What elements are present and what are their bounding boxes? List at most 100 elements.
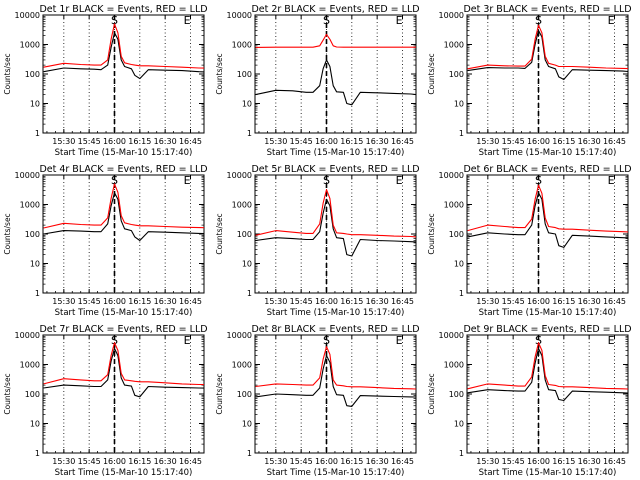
x-tick-label: 16:15 bbox=[552, 137, 575, 146]
y-tick-label: 10 bbox=[242, 260, 252, 269]
series-lld-line bbox=[467, 342, 629, 390]
x-tick-label: 15:30 bbox=[264, 457, 287, 466]
plot-frame bbox=[466, 334, 629, 454]
marker-label-s: S bbox=[535, 14, 542, 27]
y-tick-label: 100 bbox=[25, 230, 40, 239]
plot-frame bbox=[42, 14, 205, 134]
x-tick-label: 15:30 bbox=[52, 457, 75, 466]
panel-title: Det 5r BLACK = Events, RED = LLD bbox=[251, 164, 419, 175]
panel-4: Det 4r BLACK = Events, RED = LLD 15:30 15:… bbox=[3, 164, 208, 318]
series-events-line bbox=[255, 198, 417, 257]
x-tick-label: 16:00 bbox=[527, 457, 550, 466]
y-tick-label: 1000 bbox=[232, 41, 252, 50]
y-tick-label: 10 bbox=[242, 420, 252, 429]
series-events-line bbox=[43, 32, 205, 80]
x-tick-label: 16:30 bbox=[366, 457, 389, 466]
panel-title: Det 7r BLACK = Events, RED = LLD bbox=[39, 324, 207, 335]
panel-title: Det 1r BLACK = Events, RED = LLD bbox=[39, 4, 207, 15]
y-tick-label: 10000 bbox=[227, 11, 252, 20]
x-tick-label: 16:15 bbox=[340, 457, 363, 466]
y-tick-label: 10 bbox=[30, 260, 40, 269]
y-tick-label: 1 bbox=[459, 129, 464, 138]
x-axis-label: Start Time (15-Mar-10 15:17:40) bbox=[479, 308, 617, 318]
marker-label-e: E bbox=[184, 14, 191, 27]
panel-6: Det 6r BLACK = Events, RED = LLD 15:30 15:… bbox=[427, 164, 632, 318]
series-events-line bbox=[255, 59, 417, 106]
y-tick-label: 10 bbox=[454, 420, 464, 429]
x-tick-label: 16:00 bbox=[103, 297, 126, 306]
series-lld-line bbox=[43, 342, 205, 386]
panel-title: Det 8r BLACK = Events, RED = LLD bbox=[251, 324, 419, 335]
x-tick-label: 15:30 bbox=[476, 137, 499, 146]
x-tick-label: 16:15 bbox=[552, 457, 575, 466]
panel-1: Det 1r BLACK = Events, RED = LLD 15:30 15:… bbox=[3, 4, 208, 158]
marker-label-s: S bbox=[323, 334, 330, 347]
plot-frame bbox=[466, 174, 629, 294]
marker-label-e: E bbox=[608, 174, 615, 187]
series-events-line bbox=[43, 347, 205, 398]
y-tick-label: 100 bbox=[25, 390, 40, 399]
x-tick-label: 16:15 bbox=[128, 137, 151, 146]
y-tick-label: 1000 bbox=[232, 361, 252, 370]
x-axis-label: Start Time (15-Mar-10 15:17:40) bbox=[479, 468, 617, 478]
y-axis-label: Counts/sec bbox=[427, 53, 436, 94]
x-tick-label: 16:30 bbox=[578, 297, 601, 306]
panel-title: Det 2r BLACK = Events, RED = LLD bbox=[251, 4, 419, 15]
x-axis-label: Start Time (15-Mar-10 15:17:40) bbox=[267, 308, 405, 318]
x-tick-label: 15:45 bbox=[502, 137, 525, 146]
marker-label-e: E bbox=[396, 14, 403, 27]
y-tick-label: 10 bbox=[30, 100, 40, 109]
y-axis-label: Counts/sec bbox=[427, 213, 436, 254]
series-events-line bbox=[467, 192, 629, 248]
x-tick-label: 16:15 bbox=[552, 297, 575, 306]
plot-frame bbox=[42, 174, 205, 294]
x-tick-label: 16:30 bbox=[366, 297, 389, 306]
x-tick-label: 15:30 bbox=[264, 137, 287, 146]
x-tick-label: 16:15 bbox=[340, 297, 363, 306]
y-tick-label: 1000 bbox=[444, 361, 464, 370]
y-tick-label: 1 bbox=[459, 449, 464, 458]
y-axis-label: Counts/sec bbox=[215, 213, 224, 254]
series-events-line bbox=[467, 347, 629, 402]
panel-title: Det 4r BLACK = Events, RED = LLD bbox=[39, 164, 207, 175]
panel-title: Det 3r BLACK = Events, RED = LLD bbox=[463, 4, 631, 15]
x-tick-label: 15:30 bbox=[52, 297, 75, 306]
y-tick-label: 10000 bbox=[439, 11, 464, 20]
x-tick-label: 16:30 bbox=[578, 457, 601, 466]
plot-frame bbox=[42, 334, 205, 454]
series-lld-line bbox=[467, 24, 629, 70]
y-tick-label: 10 bbox=[454, 100, 464, 109]
series-lld-line bbox=[467, 184, 629, 233]
x-tick-label: 15:45 bbox=[502, 297, 525, 306]
marker-label-e: E bbox=[184, 174, 191, 187]
series-lld-line bbox=[255, 189, 417, 238]
x-tick-label: 15:45 bbox=[78, 297, 101, 306]
y-tick-label: 10000 bbox=[439, 331, 464, 340]
y-tick-label: 100 bbox=[449, 230, 464, 239]
y-tick-label: 1000 bbox=[444, 41, 464, 50]
x-tick-label: 16:30 bbox=[578, 137, 601, 146]
y-axis-label: Counts/sec bbox=[427, 373, 436, 414]
y-tick-label: 10000 bbox=[15, 171, 40, 180]
x-tick-label: 16:45 bbox=[179, 297, 202, 306]
y-tick-label: 1000 bbox=[20, 41, 40, 50]
panel-title: Det 9r BLACK = Events, RED = LLD bbox=[463, 324, 631, 335]
series-events-line bbox=[43, 192, 205, 242]
x-tick-label: 15:30 bbox=[476, 297, 499, 306]
x-tick-label: 16:45 bbox=[603, 137, 626, 146]
x-axis-label: Start Time (15-Mar-10 15:17:40) bbox=[267, 468, 405, 478]
series-lld-line bbox=[43, 23, 205, 69]
x-tick-label: 16:00 bbox=[315, 457, 338, 466]
y-axis-label: Counts/sec bbox=[3, 53, 12, 94]
y-tick-label: 1 bbox=[247, 289, 252, 298]
marker-label-s: S bbox=[323, 14, 330, 27]
y-tick-label: 1000 bbox=[20, 201, 40, 210]
x-tick-label: 15:45 bbox=[290, 457, 313, 466]
x-tick-label: 16:30 bbox=[154, 297, 177, 306]
x-tick-label: 16:30 bbox=[366, 137, 389, 146]
y-tick-label: 1 bbox=[459, 289, 464, 298]
marker-label-s: S bbox=[111, 14, 118, 27]
x-tick-label: 15:30 bbox=[52, 137, 75, 146]
x-tick-label: 16:45 bbox=[391, 457, 414, 466]
